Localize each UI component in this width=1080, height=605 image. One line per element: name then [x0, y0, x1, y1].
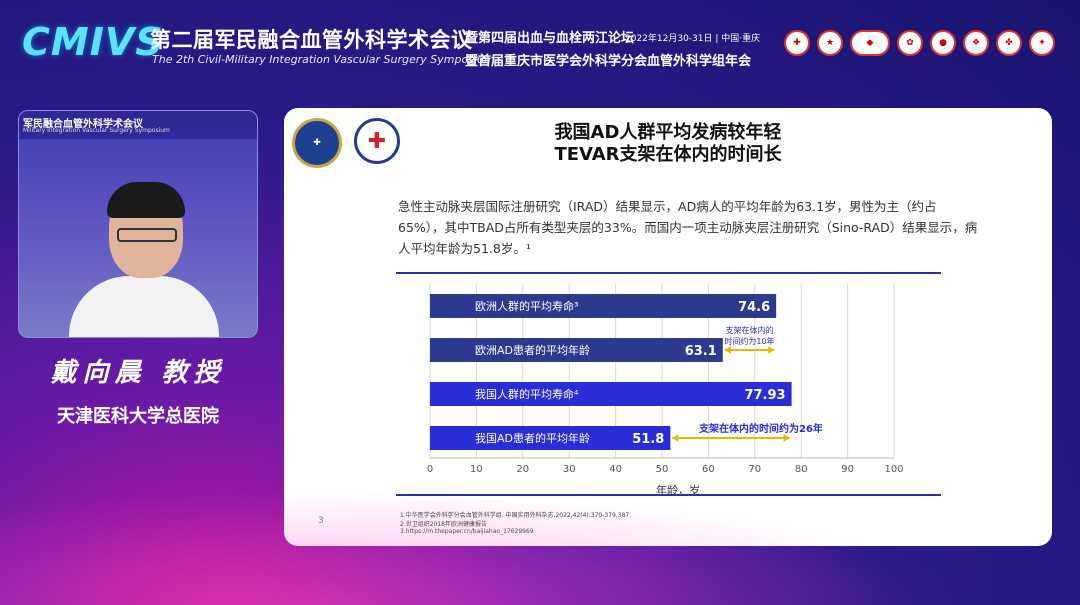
- x-tick-label: 50: [656, 464, 669, 475]
- chart-top-rule: [396, 272, 941, 274]
- bar-value-label: 77.93: [744, 388, 785, 403]
- x-tick-label: 100: [884, 464, 903, 475]
- annotation-label: 时间约为10年: [724, 336, 774, 346]
- speaker-video[interactable]: 军民融合血管外科学术会议 Military Integration Vascul…: [18, 110, 258, 338]
- bar-category-label: 我国人群的平均寿命⁴: [475, 387, 579, 401]
- bar: [430, 382, 792, 406]
- sponsor-badge-icon: ✤: [996, 30, 1022, 56]
- x-tick-label: 60: [702, 464, 715, 475]
- bar-value-label: 74.6: [738, 300, 770, 315]
- speaker-hair: [107, 182, 185, 218]
- conference-subtitle-1: 暨第四届出血与血栓两江论坛: [465, 31, 635, 46]
- military-medical-logo-icon: ✚: [292, 118, 342, 168]
- speaker-name: 戴向晨 教授: [50, 358, 226, 388]
- cmivs-logo: CMIVS: [22, 20, 164, 64]
- speaker-portrait: [69, 182, 219, 337]
- bar-value-label: 51.8: [632, 432, 664, 447]
- sponsor-badge-icon: ✦: [1029, 30, 1055, 56]
- speaker-glasses: [117, 228, 177, 242]
- x-axis-title: 年龄，岁: [656, 483, 700, 497]
- bar: [430, 294, 777, 318]
- speaker-coat: [69, 276, 219, 337]
- x-tick-label: 30: [563, 464, 576, 475]
- sponsor-badge-icon: ✚: [784, 30, 810, 56]
- chart-bottom-rule: [396, 494, 941, 496]
- hospital-logo-icon: ✚: [354, 118, 400, 164]
- video-banner-title: 军民融合血管外科学术会议: [23, 119, 143, 130]
- bar-category-label: 欧洲AD患者的平均年龄: [475, 343, 590, 357]
- x-tick-label: 90: [841, 464, 854, 475]
- sponsor-badges: ✚ ★ ◆ ✿ ● ❖ ✤ ✦: [784, 30, 1055, 56]
- arrow-head-right-icon: [783, 434, 790, 442]
- presentation-slide: ✚ ✚ 我国AD人群平均发病较年轻 TEVAR支架在体内的时间长 急性主动脉夹层…: [284, 108, 1052, 546]
- conference-title: 第二届军民融合血管外科学术会议: [150, 28, 473, 52]
- sponsor-badge-icon: ◆: [850, 30, 890, 56]
- speaker-organization: 天津医科大学总医院: [57, 406, 219, 427]
- x-tick-label: 80: [795, 464, 808, 475]
- conference-title-en: The 2th Civil-Military Integration Vascu…: [152, 53, 495, 66]
- bar: [430, 426, 671, 450]
- video-banner: [19, 111, 257, 139]
- arrow-head-left-icon: [672, 434, 679, 442]
- sponsor-badge-icon: ❖: [963, 30, 989, 56]
- x-tick-label: 10: [470, 464, 483, 475]
- footnote-3: 3.https://m.thepaper.cn/baijiahao_176299…: [400, 528, 534, 535]
- conference-subtitle-2: 暨首届重庆市医学会外科学分会血管外科学组年会: [465, 54, 752, 69]
- video-banner-subtitle: Military Integration Vascular Surgery Sy…: [23, 127, 170, 134]
- sponsor-badge-icon: ●: [930, 30, 956, 56]
- footnote-2: 2.世卫组织2018年欧洲健康报告: [400, 521, 487, 528]
- bar: [430, 338, 723, 362]
- x-tick-label: 40: [609, 464, 622, 475]
- slide-page-number: 3: [318, 516, 324, 526]
- arrow-head-right-icon: [768, 346, 775, 354]
- bar-value-label: 63.1: [685, 344, 717, 359]
- bar-category-label: 我国AD患者的平均年龄: [475, 431, 590, 445]
- x-tick-label: 70: [748, 464, 761, 475]
- slide-body-text: 急性主动脉夹层国际注册研究（IRAD）结果显示，AD病人的平均年龄为63.1岁，…: [398, 199, 978, 256]
- x-tick-label: 20: [516, 464, 529, 475]
- annotation-label: 支架在体内的时间约为26年: [698, 422, 823, 435]
- footnote-1: 1.中华医学会外科学分会血管外科学组. 中国实用外科杂志,2022,42(4):…: [400, 512, 632, 519]
- bar-category-label: 欧洲人群的平均寿命³: [475, 299, 578, 313]
- conference-header: CMIVS 第二届军民融合血管外科学术会议 The 2th Civil-Mili…: [0, 0, 1080, 80]
- annotation-label: 支架在体内的: [725, 325, 773, 335]
- sponsor-badge-icon: ★: [817, 30, 843, 56]
- sponsor-badge-icon: ✿: [897, 30, 923, 56]
- arrow-head-left-icon: [724, 346, 731, 354]
- age-bar-chart: 0 10 20 30 40 50 60 70 80 90 100 欧洲人群的平均寿命³ 74.6 欧洲AD…: [427, 284, 904, 497]
- slide-title-line-1: 我国AD人群平均发病较年轻: [554, 122, 782, 143]
- slide-title-line-2: TEVAR支架在体内的时间长: [554, 144, 782, 165]
- conference-date: 2022年12月30-31日 | 中国·重庆: [625, 34, 761, 44]
- x-tick-label: 0: [427, 464, 433, 475]
